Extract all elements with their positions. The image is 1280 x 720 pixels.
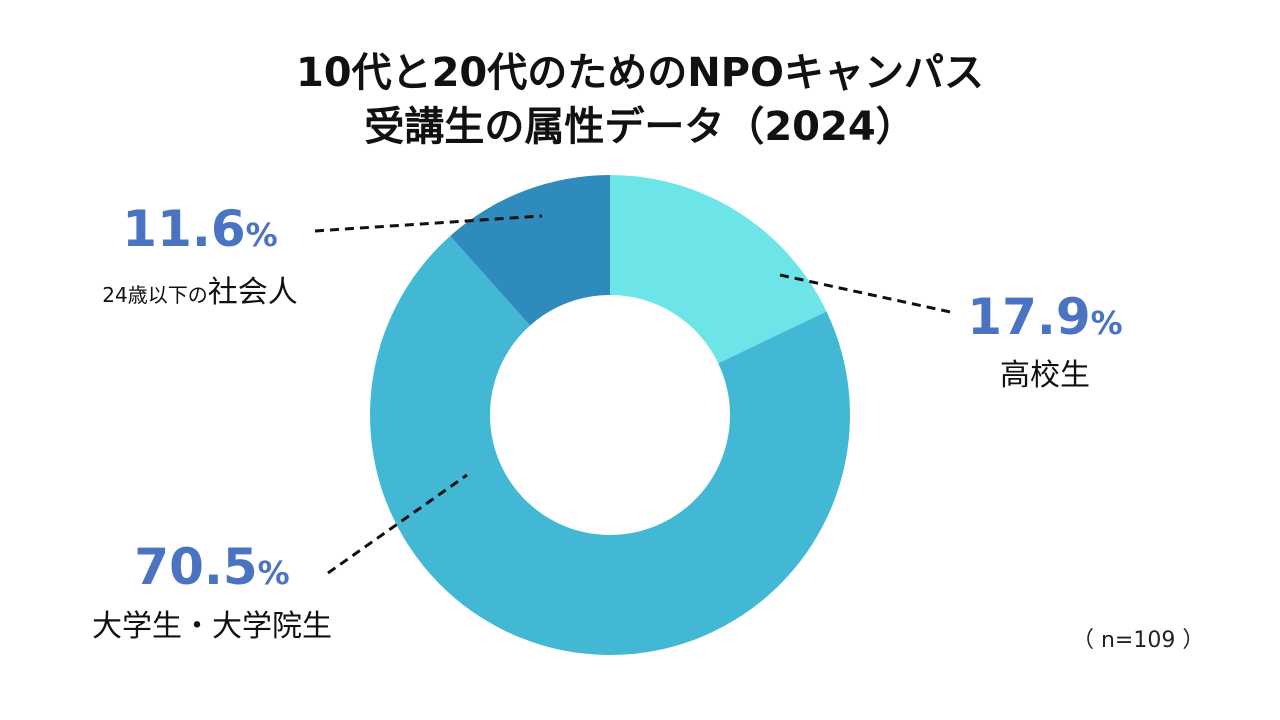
donut-slices [370, 175, 850, 655]
leader-lines [314, 214, 956, 575]
category-label-high-school: 高校生 [1000, 358, 1090, 393]
chart-title: 10代と20代のためのNPOキャンパス 受講生の属性データ（2024） [0, 46, 1280, 154]
category-label-working-adult: 24歳以下の社会人 [102, 275, 297, 310]
slice-high-school [610, 175, 827, 364]
category-label-university: 大学生・大学院生 [92, 609, 332, 644]
title-line-2: 受講生の属性データ（2024） [364, 104, 916, 150]
pct-label-university: 70.5% [134, 538, 289, 596]
slice-working-adult [450, 175, 610, 326]
pct-label-working-adult: 11.6% [122, 200, 277, 258]
slice-university [370, 235, 850, 655]
sample-size-note: （ n=109 ） [1072, 628, 1205, 653]
title-line-1: 10代と20代のためのNPOキャンパス [295, 50, 985, 96]
leader-line-university [327, 473, 468, 575]
pct-label-high-school: 17.9% [967, 288, 1122, 346]
leader-line-working-adult [314, 214, 543, 233]
